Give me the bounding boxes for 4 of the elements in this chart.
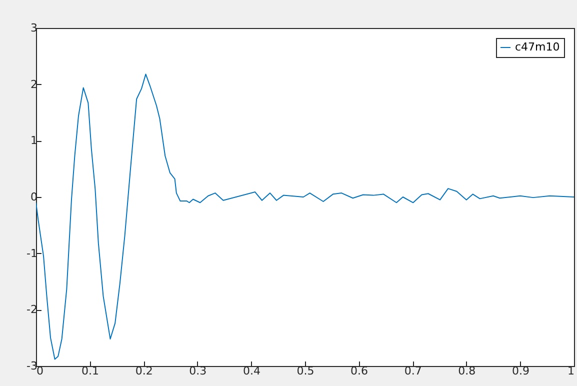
y-tick-label: -1: [26, 246, 38, 260]
legend-label: c47m10: [515, 40, 560, 54]
line-series: [36, 74, 574, 360]
y-tick-label: 1: [30, 134, 38, 148]
